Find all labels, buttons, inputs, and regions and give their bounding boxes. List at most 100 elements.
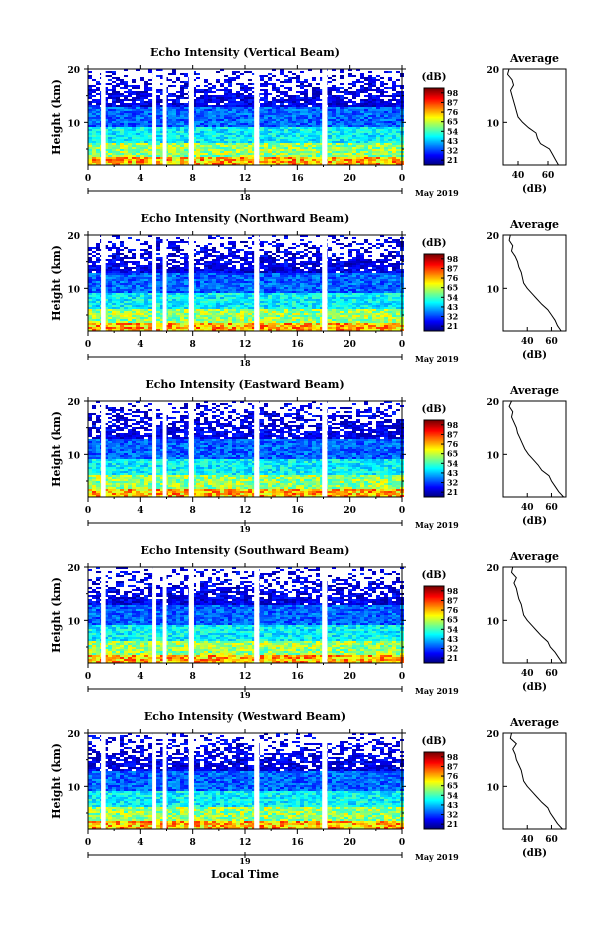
echo-cell [332,113,336,115]
echo-cell [348,159,352,161]
echo-cell [272,143,276,145]
echo-cell [320,93,324,95]
echo-cell [140,109,144,111]
echo-cell [252,123,256,125]
echo-cell [200,321,204,323]
echo-cell [200,139,204,141]
echo-cell [236,257,240,259]
echo-cell [236,75,240,77]
echo-cell [364,155,368,157]
echo-cell [220,255,224,257]
echo-cell [264,103,268,105]
echo-cell [244,257,248,259]
echo-cell [156,115,160,117]
echo-cell [168,149,172,151]
echo-cell [148,285,152,287]
echo-cell [224,263,228,265]
echo-cell [220,109,224,111]
colorbar-swatch [424,90,444,93]
echo-cell [212,277,216,279]
echo-cell [196,139,200,141]
echo-cell [168,281,172,283]
echo-cell [184,253,188,255]
echo-cell [220,303,224,305]
echo-cell [140,285,144,287]
echo-cell [128,127,132,129]
echo-cell [224,267,228,269]
echo-cell [204,79,208,81]
echo-cell [392,143,396,145]
echo-cell [372,83,376,85]
echo-cell [140,311,144,313]
echo-cell [312,105,316,107]
echo-cell [200,127,204,129]
echo-cell [128,155,132,157]
echo-cell [192,323,196,325]
echo-cell [112,77,116,79]
echo-cell [288,105,292,107]
echo-cell [212,325,216,327]
echo-cell [292,109,296,111]
echo-cell [384,115,388,117]
echo-cell [176,95,180,97]
echo-cell [184,275,188,277]
echo-cell [224,127,228,129]
echo-cell [220,293,224,295]
echo-cell [316,149,320,151]
echo-cell [88,307,92,309]
echo-cell [228,315,232,317]
echo-cell [300,113,304,115]
echo-cell [292,153,296,155]
echo-cell [320,105,324,107]
echo-cell [232,113,236,115]
echo-cell [212,305,216,307]
echo-cell [336,133,340,135]
echo-cell [92,307,96,309]
echo-cell [212,247,216,249]
echo-cell [132,263,136,265]
echo-cell [280,107,284,109]
echo-cell [120,263,124,265]
echo-cell [140,151,144,153]
echo-cell [316,137,320,139]
echo-cell [288,113,292,115]
echo-cell [304,155,308,157]
echo-cell [92,261,96,263]
echo-cell [376,101,380,103]
echo-cell [92,125,96,127]
echo-cell [140,141,144,143]
echo-cell [200,153,204,155]
echo-cell [220,325,224,327]
echo-cell [364,135,368,137]
echo-cell [168,317,172,319]
echo-cell [144,321,148,323]
echo-cell [296,121,300,123]
echo-cell [316,99,320,101]
echo-cell [108,299,112,301]
echo-cell [236,109,240,111]
echo-cell [180,275,184,277]
echo-cell [292,155,296,157]
echo-cell [352,145,356,147]
echo-cell [192,135,196,137]
echo-cell [96,267,100,269]
echo-cell [120,249,124,251]
echo-cell [252,287,256,289]
echo-cell [156,109,160,111]
echo-cell [272,147,276,149]
echo-cell [200,291,204,293]
echo-cell [108,111,112,113]
echo-cell [384,159,388,161]
echo-cell [176,307,180,309]
echo-cell [168,141,172,143]
echo-cell [212,323,216,325]
echo-cell [304,145,308,147]
echo-cell [192,291,196,293]
echo-cell [180,127,184,129]
echo-cell [132,145,136,147]
echo-cell [112,89,116,91]
echo-cell [116,157,120,159]
echo-cell [132,117,136,119]
echo-cell [272,101,276,103]
echo-cell [368,137,372,139]
